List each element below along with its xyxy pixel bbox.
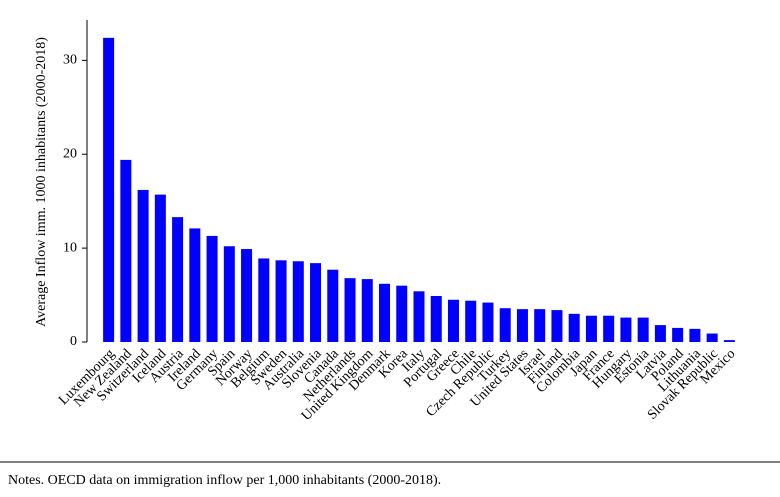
bar bbox=[103, 37, 115, 343]
bar bbox=[361, 279, 373, 342]
bar bbox=[465, 300, 477, 342]
notes: Notes. OECD data on immigration inflow p… bbox=[8, 473, 441, 488]
bar bbox=[430, 296, 442, 342]
bar bbox=[499, 308, 511, 342]
y-tick-label: 30 bbox=[63, 53, 77, 68]
bar bbox=[723, 340, 735, 342]
bar bbox=[241, 249, 253, 342]
bar bbox=[310, 263, 322, 342]
bar bbox=[654, 325, 666, 342]
bar bbox=[551, 310, 563, 342]
bar bbox=[206, 235, 218, 342]
bar bbox=[379, 283, 391, 342]
bar bbox=[603, 315, 615, 342]
bar bbox=[516, 309, 528, 342]
bar bbox=[482, 302, 494, 342]
bar bbox=[447, 299, 459, 342]
bar bbox=[120, 159, 132, 342]
bar bbox=[672, 327, 684, 342]
y-tick-label: 0 bbox=[70, 334, 77, 349]
bar bbox=[413, 291, 425, 342]
bar bbox=[396, 285, 408, 342]
y-tick-label: 10 bbox=[63, 240, 77, 255]
bar bbox=[327, 269, 339, 342]
bar bbox=[568, 313, 580, 342]
bar bbox=[189, 228, 201, 342]
bar bbox=[258, 258, 270, 342]
y-axis-title: Average Inflow imm. 1000 inhabitants (20… bbox=[34, 37, 49, 327]
bar bbox=[344, 278, 356, 342]
bar bbox=[689, 328, 701, 342]
bar bbox=[620, 317, 632, 342]
bar bbox=[637, 317, 649, 342]
bar bbox=[292, 261, 304, 342]
y-tick-label: 20 bbox=[63, 146, 77, 161]
bar bbox=[223, 246, 235, 342]
bar bbox=[275, 260, 287, 342]
bar bbox=[137, 189, 149, 342]
bar bbox=[172, 217, 184, 342]
bar bbox=[154, 194, 166, 342]
bar bbox=[585, 315, 597, 342]
bar bbox=[534, 309, 546, 342]
bar bbox=[706, 333, 718, 342]
